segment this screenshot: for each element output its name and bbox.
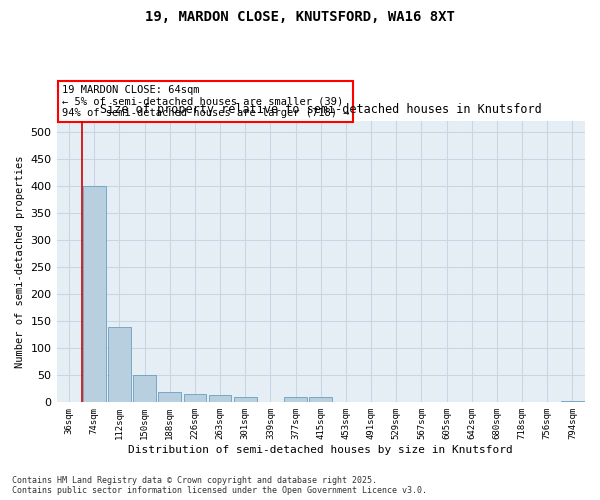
X-axis label: Distribution of semi-detached houses by size in Knutsford: Distribution of semi-detached houses by …	[128, 445, 513, 455]
Bar	[133, 376, 156, 402]
Bar	[310, 397, 332, 402]
Text: Contains HM Land Registry data © Crown copyright and database right 2025.
Contai: Contains HM Land Registry data © Crown c…	[12, 476, 427, 495]
Bar	[108, 326, 131, 402]
Bar	[184, 394, 206, 402]
Text: 19 MARDON CLOSE: 64sqm
← 5% of semi-detached houses are smaller (39)
94% of semi: 19 MARDON CLOSE: 64sqm ← 5% of semi-deta…	[62, 85, 349, 118]
Title: Size of property relative to semi-detached houses in Knutsford: Size of property relative to semi-detach…	[100, 102, 542, 116]
Bar	[158, 392, 181, 402]
Text: 19, MARDON CLOSE, KNUTSFORD, WA16 8XT: 19, MARDON CLOSE, KNUTSFORD, WA16 8XT	[145, 10, 455, 24]
Bar	[209, 395, 232, 402]
Bar	[234, 397, 257, 402]
Bar	[83, 186, 106, 402]
Bar	[284, 397, 307, 402]
Y-axis label: Number of semi-detached properties: Number of semi-detached properties	[15, 156, 25, 368]
